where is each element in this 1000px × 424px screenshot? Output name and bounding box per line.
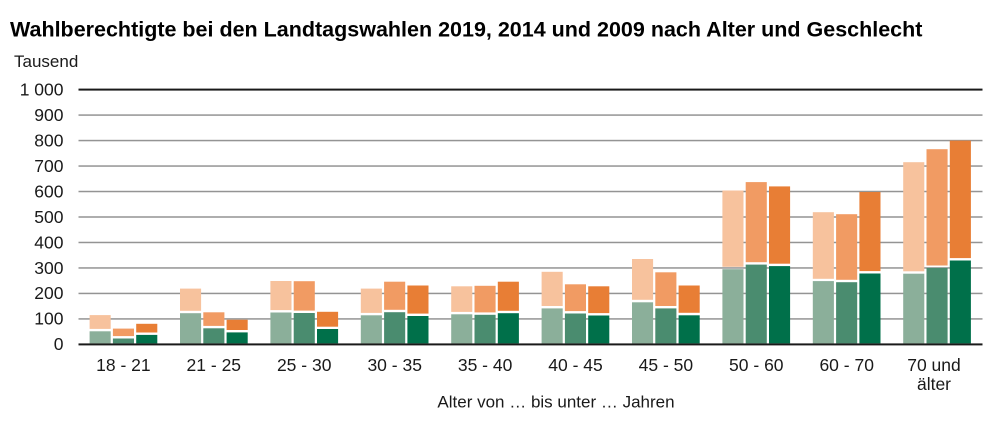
- svg-text:70 und: 70 und: [907, 355, 961, 375]
- svg-text:700: 700: [34, 156, 63, 176]
- svg-text:100: 100: [34, 309, 63, 329]
- svg-text:Tausend: Tausend: [14, 52, 78, 71]
- svg-text:älter: älter: [917, 374, 951, 394]
- svg-text:Alter von … bis unter … Jahren: Alter von … bis unter … Jahren: [437, 393, 674, 412]
- svg-text:200: 200: [34, 283, 63, 303]
- svg-text:0: 0: [54, 334, 64, 354]
- svg-text:300: 300: [34, 258, 63, 278]
- svg-text:500: 500: [34, 207, 63, 227]
- svg-text:21 - 25: 21 - 25: [187, 355, 241, 375]
- svg-text:600: 600: [34, 181, 63, 201]
- svg-text:50 - 60: 50 - 60: [729, 355, 784, 375]
- svg-text:25 - 30: 25 - 30: [277, 355, 332, 375]
- svg-text:800: 800: [34, 130, 63, 150]
- svg-text:900: 900: [34, 105, 63, 125]
- svg-text:Wahlberechtigte bei den Landta: Wahlberechtigte bei den Landtagswahlen 2…: [10, 18, 922, 42]
- svg-text:35 - 40: 35 - 40: [458, 355, 513, 375]
- svg-text:400: 400: [34, 232, 63, 252]
- svg-text:30 - 35: 30 - 35: [367, 355, 421, 375]
- svg-text:18 - 21: 18 - 21: [96, 355, 150, 375]
- svg-text:45 - 50: 45 - 50: [639, 355, 694, 375]
- svg-text:60 - 70: 60 - 70: [819, 355, 874, 375]
- svg-text:1 000: 1 000: [20, 79, 64, 99]
- svg-text:40 - 45: 40 - 45: [548, 355, 602, 375]
